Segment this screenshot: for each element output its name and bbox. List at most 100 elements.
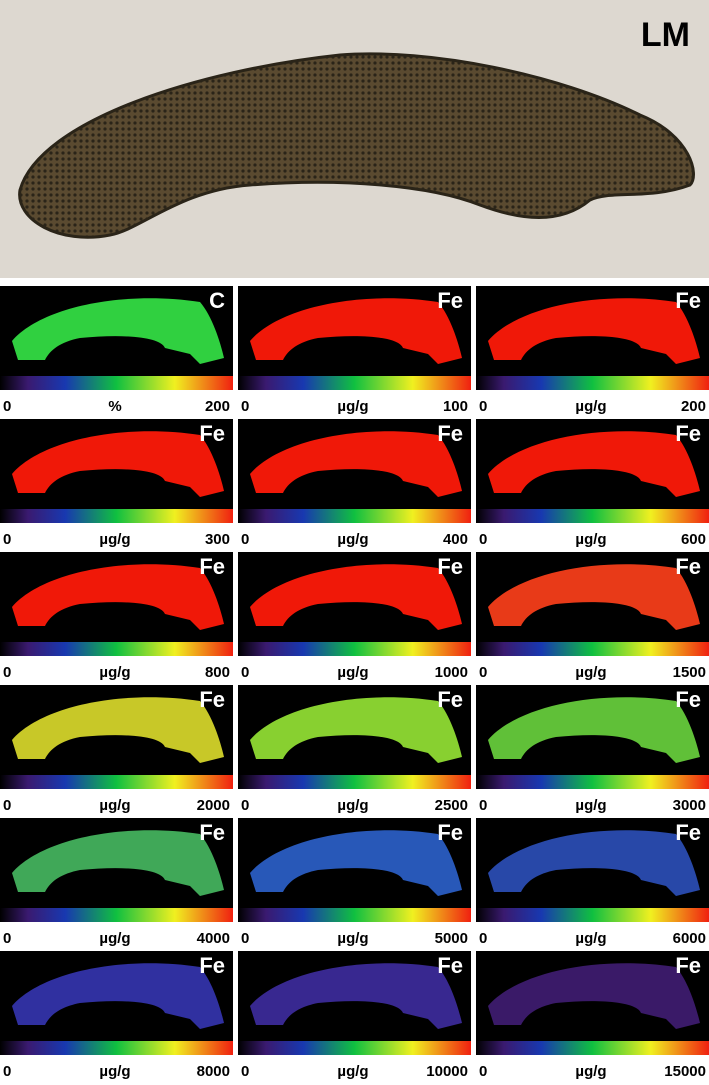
element-label: Fe bbox=[437, 554, 463, 579]
colorbar bbox=[0, 642, 233, 656]
element-label: Fe bbox=[199, 820, 225, 845]
scale-min: 0 bbox=[479, 398, 487, 415]
scale-max: 3000 bbox=[673, 797, 706, 814]
scale-unit: µg/g bbox=[575, 1063, 606, 1080]
scale-min: 0 bbox=[3, 930, 11, 947]
colorbar bbox=[0, 775, 233, 789]
map-tissue bbox=[250, 431, 462, 497]
scale-unit: µg/g bbox=[99, 531, 130, 548]
scale-unit: µg/g bbox=[337, 797, 368, 814]
colorbar bbox=[0, 376, 233, 390]
element-label: Fe bbox=[437, 820, 463, 845]
colorbar bbox=[476, 509, 709, 523]
scale-unit: µg/g bbox=[575, 930, 606, 947]
map-tissue bbox=[488, 298, 700, 364]
element-label: Fe bbox=[675, 554, 701, 579]
colorbar bbox=[0, 509, 233, 523]
scale-max: 1000 bbox=[435, 664, 468, 681]
scale-min: 0 bbox=[241, 531, 249, 548]
colorbar bbox=[238, 775, 471, 789]
element-label: C bbox=[209, 288, 225, 313]
colorbar bbox=[0, 908, 233, 922]
scale-max: 200 bbox=[681, 398, 706, 415]
element-label: Fe bbox=[199, 953, 225, 978]
map-tissue bbox=[488, 431, 700, 497]
element-label: Fe bbox=[675, 820, 701, 845]
scale-unit: µg/g bbox=[337, 1063, 368, 1080]
scale-min: 0 bbox=[3, 664, 11, 681]
element-label: Fe bbox=[437, 953, 463, 978]
map-tissue bbox=[250, 564, 462, 630]
element-label: Fe bbox=[437, 288, 463, 313]
scale-unit: µg/g bbox=[575, 797, 606, 814]
scale-unit: µg/g bbox=[337, 531, 368, 548]
scale-max: 2500 bbox=[435, 797, 468, 814]
scale-min: 0 bbox=[479, 664, 487, 681]
scale-max: 2000 bbox=[197, 797, 230, 814]
map-tissue bbox=[12, 298, 224, 364]
scale-max: 4000 bbox=[197, 930, 230, 947]
scale-unit: µg/g bbox=[99, 930, 130, 947]
colorbar bbox=[476, 376, 709, 390]
colorbar bbox=[476, 1041, 709, 1055]
scale-max: 10000 bbox=[426, 1063, 468, 1080]
map-tissue bbox=[250, 298, 462, 364]
scale-min: 0 bbox=[241, 797, 249, 814]
scale-unit: µg/g bbox=[575, 664, 606, 681]
colorbar bbox=[476, 908, 709, 922]
scale-max: 300 bbox=[205, 531, 230, 548]
scale-unit: % bbox=[108, 398, 121, 415]
element-label: Fe bbox=[675, 953, 701, 978]
colorbar bbox=[238, 642, 471, 656]
scale-unit: µg/g bbox=[99, 1063, 130, 1080]
map-tissue bbox=[12, 697, 224, 763]
map-tissue bbox=[250, 697, 462, 763]
colorbar bbox=[238, 908, 471, 922]
scale-min: 0 bbox=[3, 531, 11, 548]
colorbar bbox=[238, 509, 471, 523]
scale-min: 0 bbox=[479, 1063, 487, 1080]
lm-tissue bbox=[18, 52, 695, 239]
scale-unit: µg/g bbox=[575, 531, 606, 548]
scale-max: 8000 bbox=[197, 1063, 230, 1080]
scale-min: 0 bbox=[479, 797, 487, 814]
element-label: Fe bbox=[199, 687, 225, 712]
colorbar bbox=[238, 376, 471, 390]
scale-min: 0 bbox=[241, 930, 249, 947]
element-label: Fe bbox=[675, 288, 701, 313]
scale-min: 0 bbox=[3, 1063, 11, 1080]
scale-min: 0 bbox=[479, 930, 487, 947]
scale-max: 100 bbox=[443, 398, 468, 415]
colorbar bbox=[476, 642, 709, 656]
scale-min: 0 bbox=[3, 398, 11, 415]
element-label: Fe bbox=[675, 421, 701, 446]
scale-max: 800 bbox=[205, 664, 230, 681]
scale-max: 15000 bbox=[664, 1063, 706, 1080]
element-label: Fe bbox=[437, 421, 463, 446]
lm-label: LM bbox=[641, 16, 690, 54]
scale-unit: µg/g bbox=[337, 664, 368, 681]
colorbar bbox=[0, 1041, 233, 1055]
scale-max: 6000 bbox=[673, 930, 706, 947]
element-label: Fe bbox=[199, 421, 225, 446]
map-tissue bbox=[12, 963, 224, 1029]
scale-min: 0 bbox=[241, 664, 249, 681]
scale-min: 0 bbox=[241, 398, 249, 415]
map-tissue bbox=[250, 830, 462, 896]
map-tissue bbox=[488, 830, 700, 896]
scale-unit: µg/g bbox=[99, 797, 130, 814]
map-tissue bbox=[488, 564, 700, 630]
scale-unit: µg/g bbox=[337, 930, 368, 947]
scale-unit: µg/g bbox=[575, 398, 606, 415]
scale-min: 0 bbox=[241, 1063, 249, 1080]
scale-unit: µg/g bbox=[99, 664, 130, 681]
scale-min: 0 bbox=[3, 797, 11, 814]
map-tissue bbox=[12, 431, 224, 497]
scale-max: 600 bbox=[681, 531, 706, 548]
scale-min: 0 bbox=[479, 531, 487, 548]
map-tissue bbox=[488, 697, 700, 763]
colorbar bbox=[476, 775, 709, 789]
map-tissue bbox=[12, 830, 224, 896]
colorbar bbox=[238, 1041, 471, 1055]
